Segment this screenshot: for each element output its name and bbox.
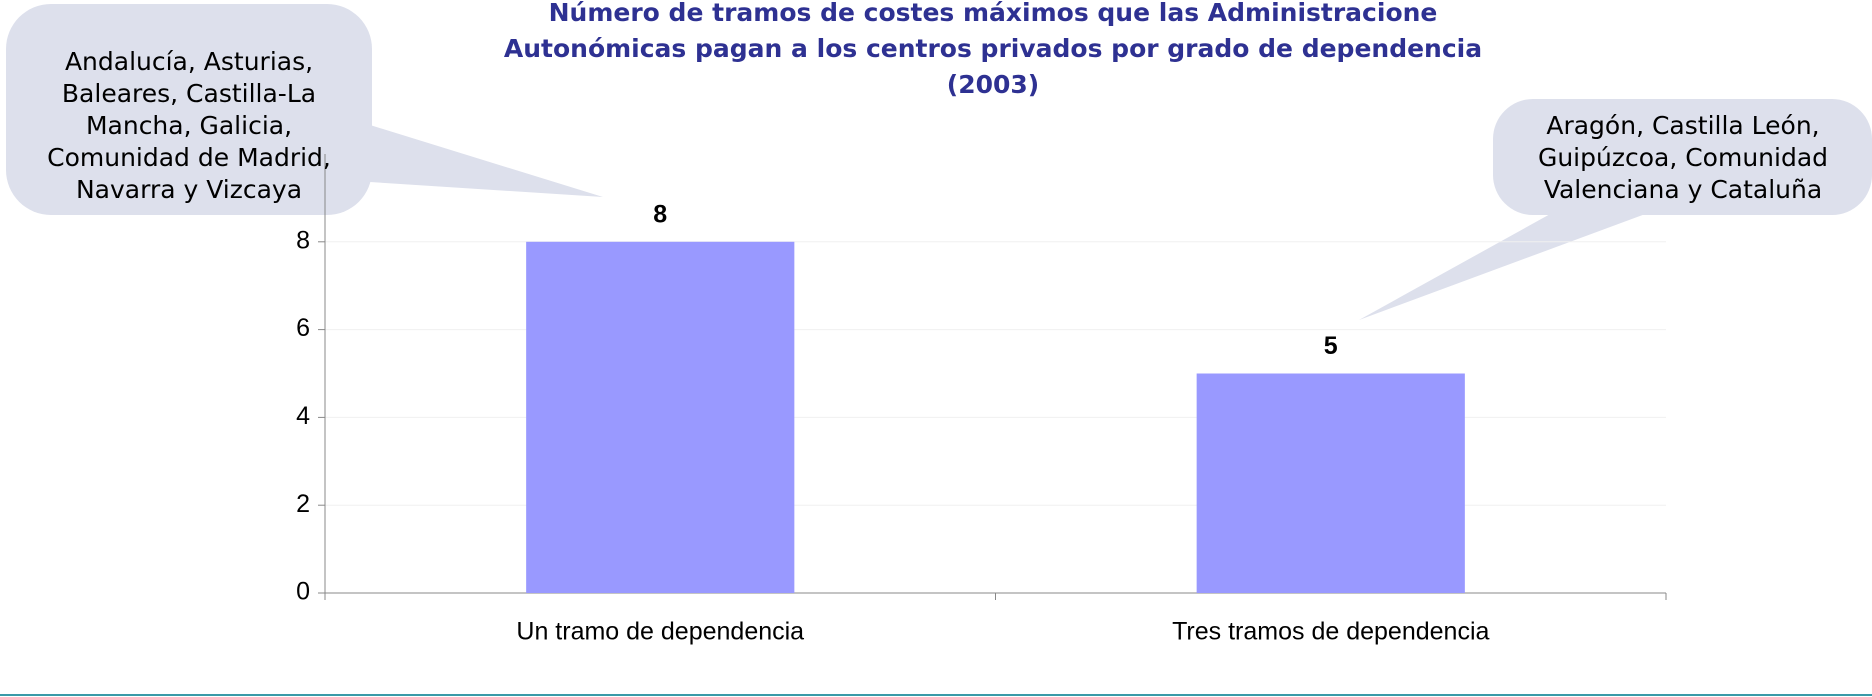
- annotation: Valenciana y Cataluña: [1544, 175, 1822, 204]
- value-label: 8: [653, 200, 667, 228]
- x-tick-label: Un tramo de dependencia: [516, 618, 804, 646]
- callout-left: [6, 4, 603, 215]
- annotation: Mancha, Galicia,: [86, 111, 292, 140]
- value-label: 5: [1324, 332, 1338, 360]
- chart-title: Autonómicas pagan a los centros privados…: [504, 34, 1482, 63]
- callout-right: [1359, 99, 1872, 320]
- x-tick-label: Tres tramos de dependencia: [1172, 618, 1489, 646]
- annotation: Baleares, Castilla-La: [62, 79, 316, 108]
- bar: [1196, 373, 1465, 593]
- y-tick-label: 4: [296, 402, 310, 430]
- annotation: Andalucía, Asturias,: [65, 47, 313, 76]
- y-tick-label: 2: [296, 490, 310, 518]
- y-tick-label: 6: [296, 314, 310, 342]
- annotation: Aragón, Castilla León,: [1546, 111, 1819, 140]
- annotation: Navarra y Vizcaya: [76, 175, 302, 204]
- chart-title: (2003): [947, 70, 1039, 99]
- y-tick-label: 8: [296, 226, 310, 254]
- bar: [526, 241, 795, 594]
- y-tick-label: 0: [296, 578, 310, 606]
- annotation: Comunidad de Madrid,: [47, 143, 331, 172]
- annotation: Guipúzcoa, Comunidad: [1538, 143, 1828, 172]
- chart-title: Número de tramos de costes máximos que l…: [549, 0, 1438, 27]
